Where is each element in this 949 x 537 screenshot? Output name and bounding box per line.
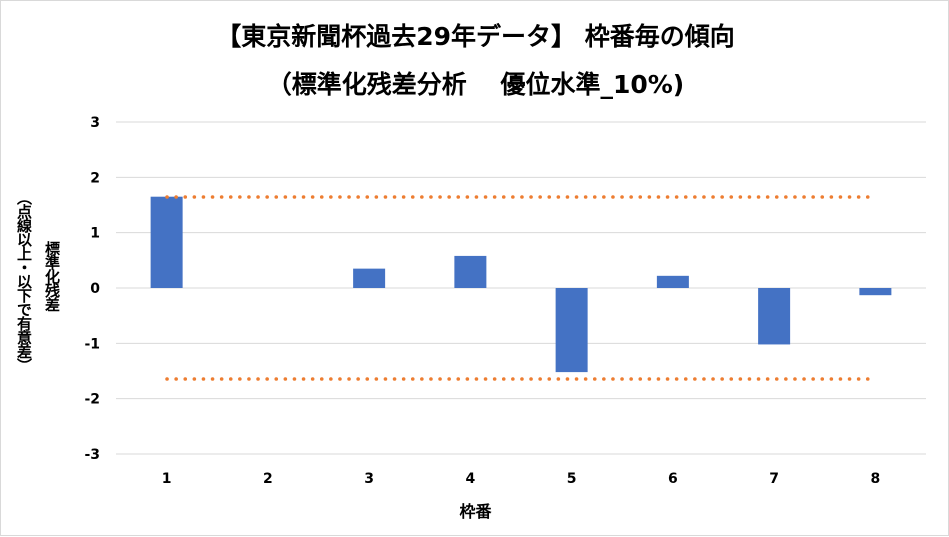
- y-axis-label: 標準化残差 （点線以上・以下で有意差）: [13, 141, 69, 421]
- bar: [150, 196, 183, 288]
- x-tick-label: 1: [162, 471, 172, 487]
- chart-title: 【東京新聞杯過去29年データ】 枠番毎の傾向: [216, 22, 735, 51]
- x-axis-label: 枠番: [459, 502, 492, 521]
- x-tick-label: 8: [871, 471, 881, 487]
- bar: [454, 255, 487, 288]
- y-tick-label: -3: [84, 447, 100, 463]
- bar: [859, 288, 892, 296]
- bar: [758, 288, 791, 345]
- bar: [656, 275, 689, 288]
- x-tick-label: 2: [263, 471, 273, 487]
- chart-subtitle: （標準化残差分析 優位水準_10%): [266, 70, 685, 99]
- bar: [353, 268, 386, 288]
- x-tick-label: 6: [668, 471, 678, 487]
- x-tick-label: 3: [364, 471, 374, 487]
- x-tick-label: 4: [466, 471, 476, 487]
- bar: [555, 288, 588, 373]
- y-axis-label-line2: （点線以上・以下で有意差）: [15, 190, 33, 372]
- y-tick-label: 2: [90, 170, 100, 186]
- y-axis-label-line1: 標準化残差: [43, 241, 61, 311]
- y-tick-label: 1: [90, 226, 100, 242]
- y-tick-label: 0: [90, 281, 100, 297]
- x-tick-label: 7: [769, 471, 779, 487]
- x-tick-label: 5: [567, 471, 577, 487]
- y-tick-label: 3: [90, 115, 100, 131]
- y-tick-label: -1: [84, 336, 100, 352]
- y-tick-label: -2: [84, 392, 100, 408]
